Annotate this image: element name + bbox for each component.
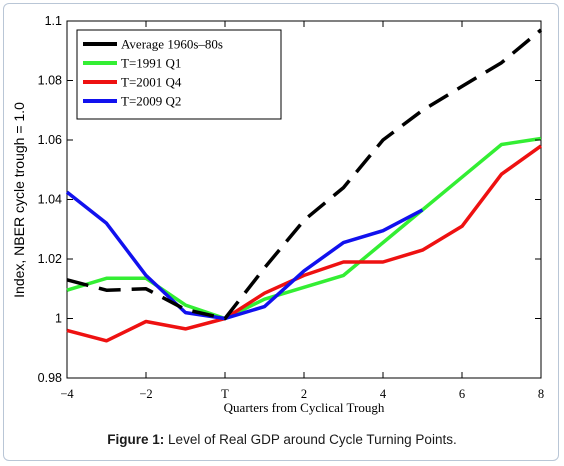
x-tick-label: 4 [380,387,387,401]
legend-label-1: T=1991 Q1 [121,56,181,71]
legend: Average 1960s–80s T=1991 Q1 T=2001 Q4 T=200… [76,29,282,120]
x-tick-label: 2 [301,387,307,401]
series-line-1 [66,136,542,321]
x-tick-label: −2 [139,387,152,401]
series-lines [65,28,543,343]
series-line-2 [66,144,543,343]
y-tick-label: 1.04 [38,193,62,207]
y-tick-label: 1.08 [38,74,62,88]
caption-label: Figure 1: [107,432,165,447]
series-line-0 [66,28,543,321]
x-tick-label: −4 [60,387,74,401]
gdp-line-chart: 0.98 1 1.02 1.04 1.06 1.08 1.1 −4 −2 T 2 4 6 8 Quarte… [11,14,544,415]
legend-label-3: T=2009 Q2 [121,94,181,109]
legend-label-2: T=2001 Q4 [121,75,182,90]
series-line-3 [65,190,424,321]
y-tick-label: 0.98 [38,371,62,385]
axis-ticks: 0.98 1 1.02 1.04 1.06 1.08 1.1 −4 −2 T 2 4 6 8 [38,14,544,401]
legend-label-0: Average 1960s–80s [121,37,223,52]
x-tick-label: 8 [538,387,544,401]
caption-text: Level of Real GDP around Cycle Turning P… [164,432,457,447]
x-axis-label: Quarters from Cyclical Trough [224,400,385,415]
x-tick-label: 6 [459,387,465,401]
y-tick-label: 1.02 [38,252,62,266]
y-tick-label: 1.1 [45,14,62,28]
y-tick-label: 1.06 [38,133,62,147]
y-tick-label: 1 [55,312,62,326]
figure-caption: Figure 1: Level of Real GDP around Cycle… [0,432,564,447]
x-tick-label: T [221,387,229,401]
y-axis-label: Index, NBER cycle trough = 1.0 [11,102,27,298]
